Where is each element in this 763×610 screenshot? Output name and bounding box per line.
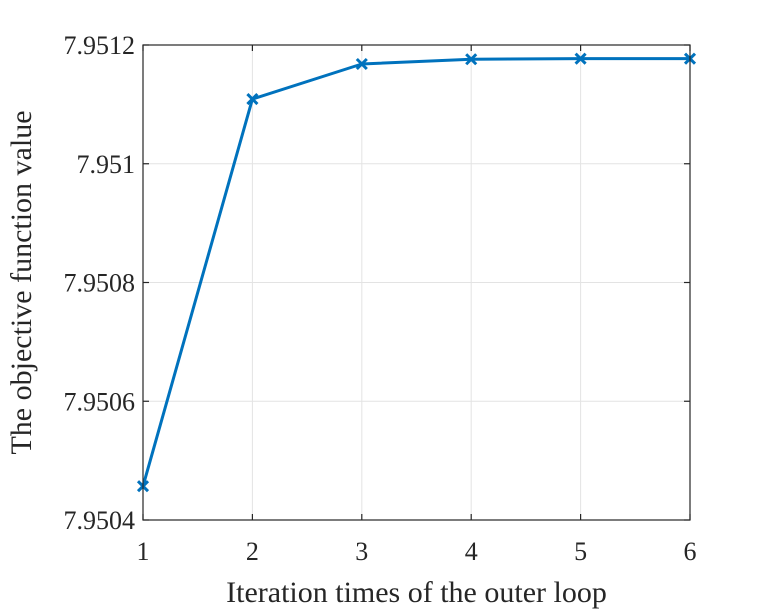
y-axis-label: The objective function value xyxy=(5,110,38,454)
series-line xyxy=(141,57,690,487)
tick-labels: 1 2 3 4 5 6 7.9504 7.9506 7.9508 7.951 7.9512 xyxy=(64,31,697,566)
y-tick-label: 7.951 xyxy=(77,150,136,179)
x-tick-label: 5 xyxy=(574,537,587,566)
x-tick-label: 1 xyxy=(137,537,150,566)
data-point-marker xyxy=(246,92,259,106)
y-tick-label: 7.9504 xyxy=(64,506,136,535)
y-tick-label: 7.9508 xyxy=(64,269,136,298)
data-point-marker xyxy=(574,52,587,65)
x-tick-label: 2 xyxy=(246,537,259,566)
grid-lines xyxy=(143,45,690,520)
data-point-marker xyxy=(355,57,368,71)
ticks xyxy=(142,44,691,521)
x-tick-label: 6 xyxy=(684,537,697,566)
data-point-marker xyxy=(465,53,478,66)
x-tick-label: 4 xyxy=(465,537,478,566)
plot-area xyxy=(136,52,697,493)
x-tick-label: 3 xyxy=(355,537,368,566)
y-tick-label: 7.9506 xyxy=(64,387,136,416)
y-tick-label: 7.9512 xyxy=(64,31,136,60)
x-axis-label: Iteration times of the outer loop xyxy=(226,576,607,609)
